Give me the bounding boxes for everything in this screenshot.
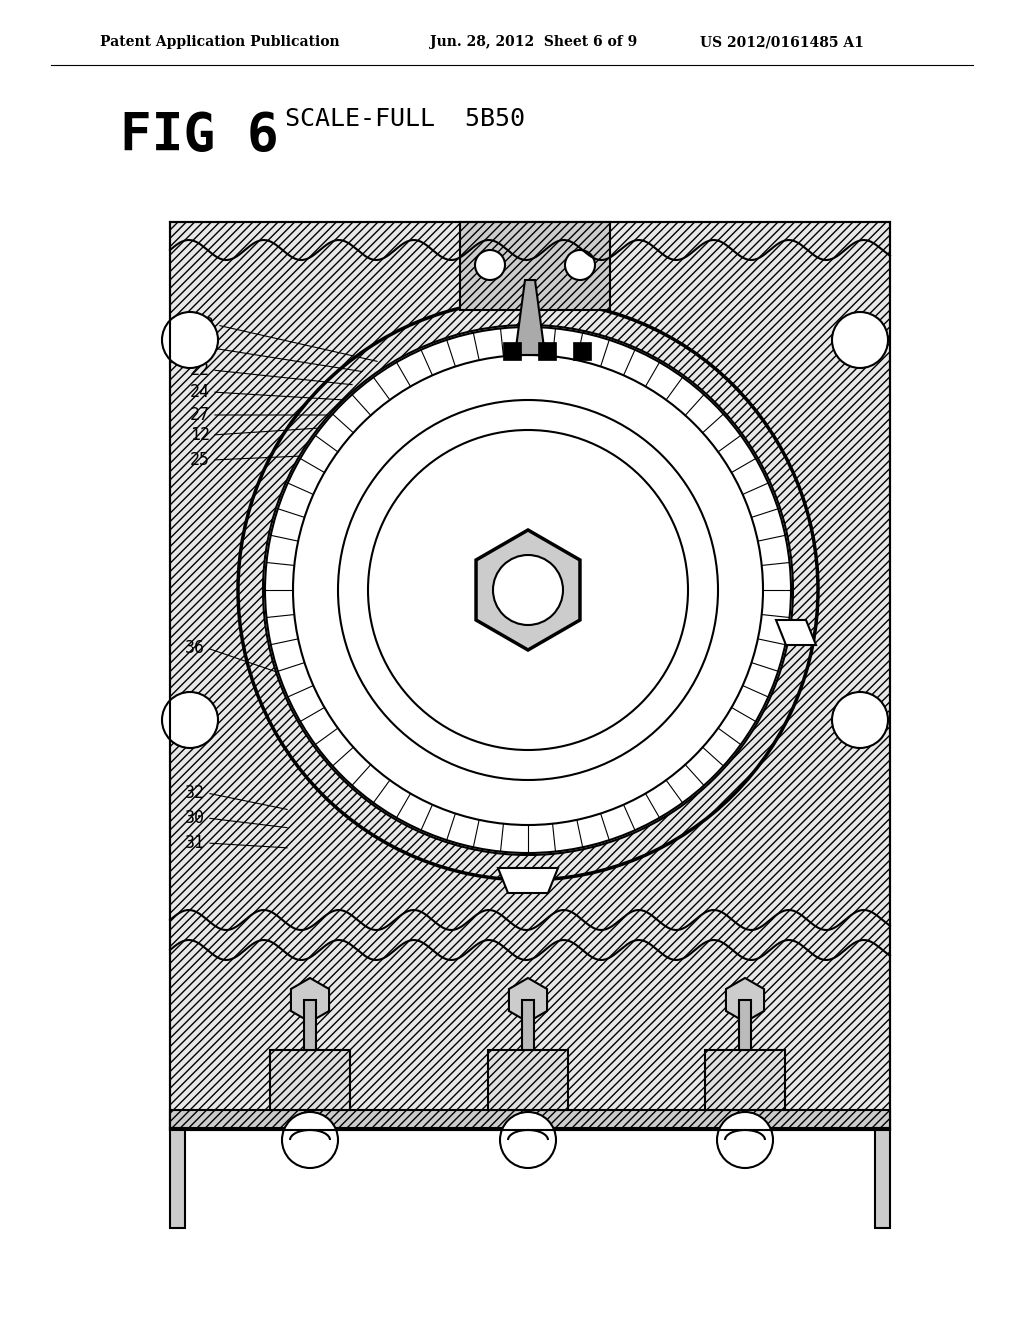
Polygon shape (498, 869, 558, 894)
Circle shape (162, 312, 218, 368)
Bar (503, 342, 521, 360)
Polygon shape (776, 620, 816, 645)
Circle shape (293, 355, 763, 825)
Polygon shape (476, 531, 580, 649)
Bar (705, 1049, 785, 1110)
Text: 25: 25 (190, 451, 210, 469)
Bar (739, 1001, 751, 1049)
Text: 24: 24 (190, 383, 210, 401)
Text: 20: 20 (190, 339, 210, 356)
Circle shape (263, 325, 793, 855)
Text: 30: 30 (185, 809, 205, 828)
Text: 31: 31 (185, 834, 205, 851)
Text: 22: 22 (190, 360, 210, 379)
Circle shape (565, 249, 595, 280)
Circle shape (282, 1111, 338, 1168)
Circle shape (831, 692, 888, 748)
Bar (170, 1129, 185, 1228)
Bar (705, 1049, 785, 1110)
Bar (874, 1129, 890, 1228)
Bar (460, 222, 610, 310)
Text: 36: 36 (185, 639, 205, 657)
Bar (170, 222, 890, 1130)
Circle shape (162, 692, 218, 748)
Bar (488, 1049, 568, 1110)
Text: Jun. 28, 2012  Sheet 6 of 9: Jun. 28, 2012 Sheet 6 of 9 (430, 36, 637, 49)
Circle shape (238, 300, 818, 880)
Text: SCALE-FULL  5B50: SCALE-FULL 5B50 (285, 107, 525, 131)
Circle shape (493, 554, 563, 624)
Text: Patent Application Publication: Patent Application Publication (100, 36, 340, 49)
Bar (170, 222, 890, 1130)
Circle shape (831, 312, 888, 368)
Polygon shape (515, 280, 545, 355)
Text: FIG 6: FIG 6 (120, 110, 279, 162)
Text: US 2012/0161485 A1: US 2012/0161485 A1 (700, 36, 864, 49)
Bar (522, 1001, 534, 1049)
Bar (304, 1001, 316, 1049)
Text: 12: 12 (190, 426, 210, 444)
Bar (270, 1049, 350, 1110)
Circle shape (717, 1111, 773, 1168)
Polygon shape (291, 978, 329, 1022)
Polygon shape (509, 978, 547, 1022)
Bar (573, 342, 591, 360)
Bar (538, 342, 556, 360)
Bar (170, 1110, 890, 1129)
Bar (170, 1110, 890, 1129)
Polygon shape (726, 978, 764, 1022)
Circle shape (475, 249, 505, 280)
Bar (488, 1049, 568, 1110)
Text: 27: 27 (190, 407, 210, 424)
Text: 23: 23 (195, 315, 215, 334)
Circle shape (500, 1111, 556, 1168)
Text: 32: 32 (185, 784, 205, 803)
Bar (460, 222, 610, 310)
Bar (270, 1049, 350, 1110)
